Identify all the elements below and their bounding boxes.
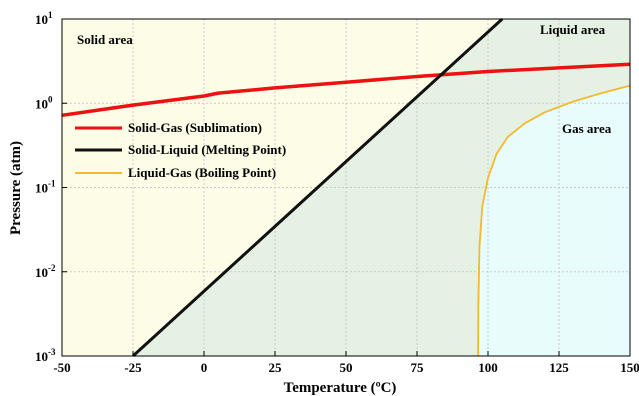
x-axis-title: Temperature (ºC) bbox=[284, 380, 397, 396]
legend: Solid-Gas (Sublimation) Solid-Liquid (Me… bbox=[75, 120, 286, 180]
x-tick-label: 25 bbox=[269, 360, 283, 375]
y-tick-label: 10-1 bbox=[35, 179, 56, 196]
y-tick-label: 10-3 bbox=[35, 347, 56, 364]
region-gas-fill bbox=[478, 85, 630, 356]
series-line-melting bbox=[131, 17, 504, 358]
legend-label-melting: Solid-Liquid (Melting Point) bbox=[128, 142, 286, 157]
x-tick-label: -50 bbox=[53, 360, 70, 375]
x-tick-label: -25 bbox=[124, 360, 142, 375]
x-tick-label: 100 bbox=[478, 360, 498, 375]
x-tick-label: 150 bbox=[620, 360, 639, 375]
y-tick-label: 10-2 bbox=[35, 263, 56, 280]
x-tick-label: 0 bbox=[201, 360, 208, 375]
x-tick-label: 50 bbox=[340, 360, 353, 375]
y-tick-label: 100 bbox=[35, 94, 53, 111]
legend-label-boiling: Liquid-Gas (Boiling Point) bbox=[128, 165, 276, 180]
y-tick-label: 101 bbox=[35, 10, 53, 27]
x-tick-label: 125 bbox=[549, 360, 569, 375]
region-label-liquid: Liquid area bbox=[540, 22, 606, 37]
series-line-boiling bbox=[477, 84, 631, 357]
series-lines bbox=[61, 17, 631, 358]
x-tick-label: 75 bbox=[411, 360, 425, 375]
region-label-solid: Solid area bbox=[77, 32, 133, 47]
legend-label-sublimation: Solid-Gas (Sublimation) bbox=[128, 120, 262, 135]
y-axis-title: Pressure (atm) bbox=[8, 141, 24, 235]
tick-labels: -50 -25 0 25 50 75 100 125 150 10-3 10-2 10-1 100 101 bbox=[35, 10, 639, 375]
series-line-sublimation bbox=[61, 62, 631, 118]
region-label-gas: Gas area bbox=[562, 121, 612, 136]
